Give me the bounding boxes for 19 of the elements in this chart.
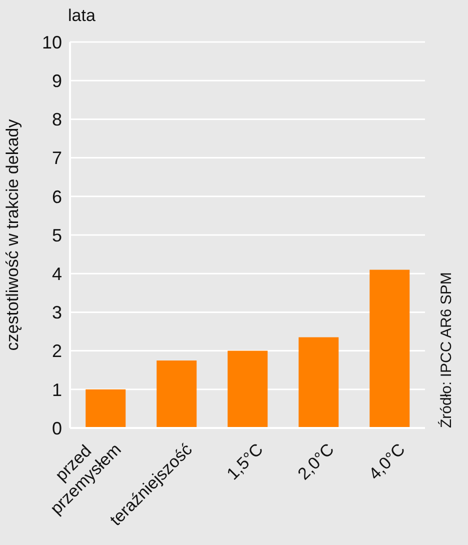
bar bbox=[228, 350, 268, 428]
y-tick-label: 1 bbox=[52, 380, 62, 400]
bar bbox=[370, 270, 410, 428]
y-tick-label: 7 bbox=[52, 148, 62, 168]
bar bbox=[298, 337, 339, 428]
y-axis-title: częstotliwość w trakcie dekady bbox=[3, 118, 22, 351]
y-tick-label: 8 bbox=[52, 110, 62, 130]
y-tick-label: 5 bbox=[52, 225, 62, 246]
y-tick-label: 4 bbox=[52, 264, 62, 284]
bar bbox=[86, 389, 126, 428]
text: Źródło: IPCC AR6 SPM bbox=[438, 271, 455, 430]
y-tick-label: 6 bbox=[52, 186, 62, 207]
y-tick-label: 9 bbox=[52, 70, 62, 91]
y-tick-label: 10 bbox=[42, 32, 62, 52]
text: lata bbox=[68, 6, 96, 26]
y-tick-label: 3 bbox=[52, 302, 62, 323]
bar bbox=[156, 360, 197, 428]
y-tick-label: 0 bbox=[52, 418, 62, 438]
y-tick-label: 2 bbox=[52, 341, 62, 362]
